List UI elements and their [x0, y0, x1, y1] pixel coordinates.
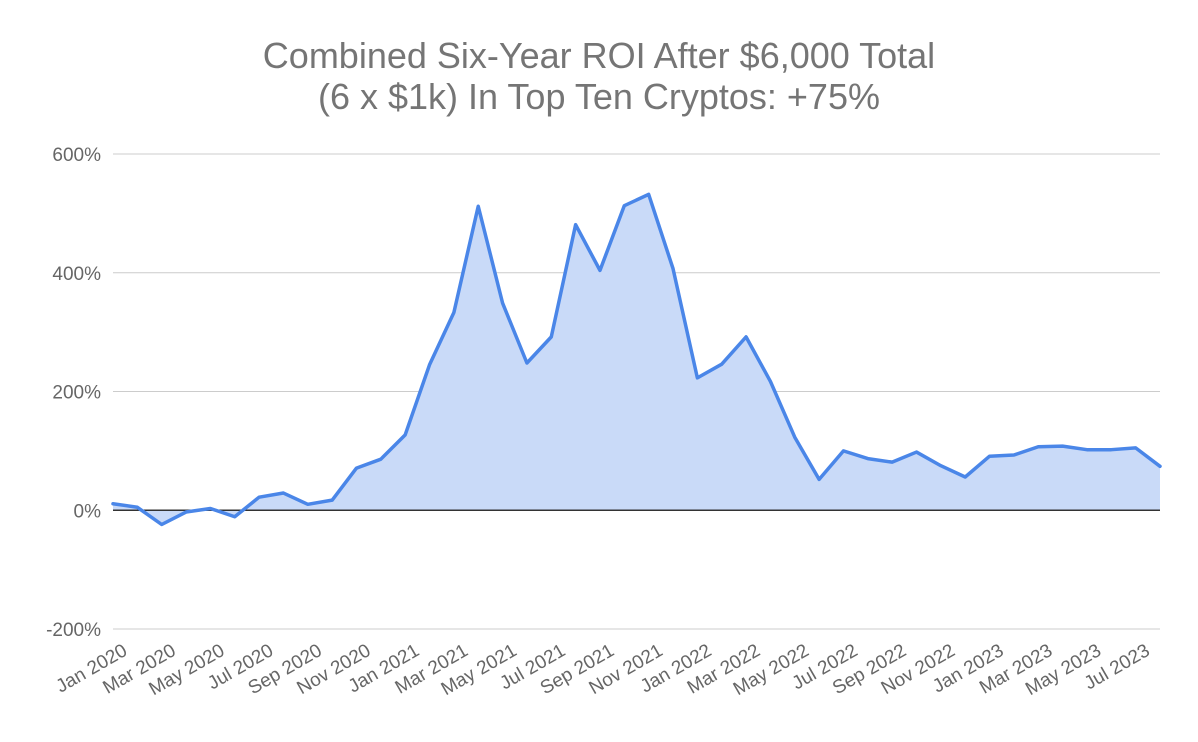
- data-point: [720, 362, 723, 366]
- y-tick-label: 600%: [52, 145, 101, 166]
- y-tick-label: 200%: [52, 383, 101, 404]
- data-point: [939, 464, 943, 467]
- data-point: [769, 380, 772, 383]
- series-line: [111, 192, 1162, 527]
- data-point: [744, 335, 748, 339]
- data-point: [817, 478, 821, 481]
- data-point: [671, 267, 675, 270]
- data-point: [598, 269, 602, 272]
- data-point: [647, 193, 650, 196]
- data-point: [525, 361, 529, 365]
- data-point: [1110, 448, 1113, 451]
- data-point: [793, 436, 796, 439]
- data-point: [428, 363, 431, 366]
- data-point: [1085, 448, 1089, 451]
- data-point: [964, 475, 967, 479]
- data-point: [136, 506, 139, 509]
- data-point: [379, 457, 383, 461]
- y-axis-ticks: -200% 0% 200% 400% 600%: [46, 145, 101, 641]
- data-point: [452, 311, 456, 314]
- y-tick-label: -200%: [46, 620, 101, 641]
- data-point: [209, 507, 212, 510]
- data-point: [574, 223, 577, 226]
- data-point: [915, 450, 918, 454]
- data-point: [1061, 444, 1064, 448]
- data-point: [160, 523, 163, 526]
- data-point: [355, 466, 358, 470]
- data-point: [1037, 445, 1040, 448]
- data-point: [477, 205, 480, 208]
- data-point: [111, 502, 115, 505]
- data-point: [1158, 465, 1162, 468]
- data-point: [842, 449, 845, 453]
- data-point: [623, 204, 626, 207]
- data-point: [233, 515, 236, 518]
- data-point: [1134, 446, 1137, 450]
- data-point: [550, 335, 553, 339]
- data-point: [330, 498, 334, 502]
- data-point: [257, 495, 261, 499]
- data-point: [282, 491, 285, 495]
- data-point: [1012, 453, 1016, 457]
- data-point: [988, 455, 991, 458]
- data-point: [184, 510, 188, 514]
- series-area-fill: [113, 194, 1160, 525]
- data-point: [890, 460, 894, 464]
- data-point: [306, 503, 309, 506]
- data-point: [696, 376, 699, 380]
- data-point: [403, 433, 407, 437]
- chart-title-line-2: (6 x $1k) In Top Ten Cryptos: +75%: [318, 76, 880, 117]
- chart-title-line-1: Combined Six-Year ROI After $6,000 Total: [263, 35, 935, 76]
- data-point: [501, 301, 504, 305]
- y-tick-label: 400%: [52, 264, 101, 285]
- data-point: [866, 457, 870, 460]
- plot-area: [111, 192, 1162, 527]
- y-tick-label: 0%: [74, 501, 102, 522]
